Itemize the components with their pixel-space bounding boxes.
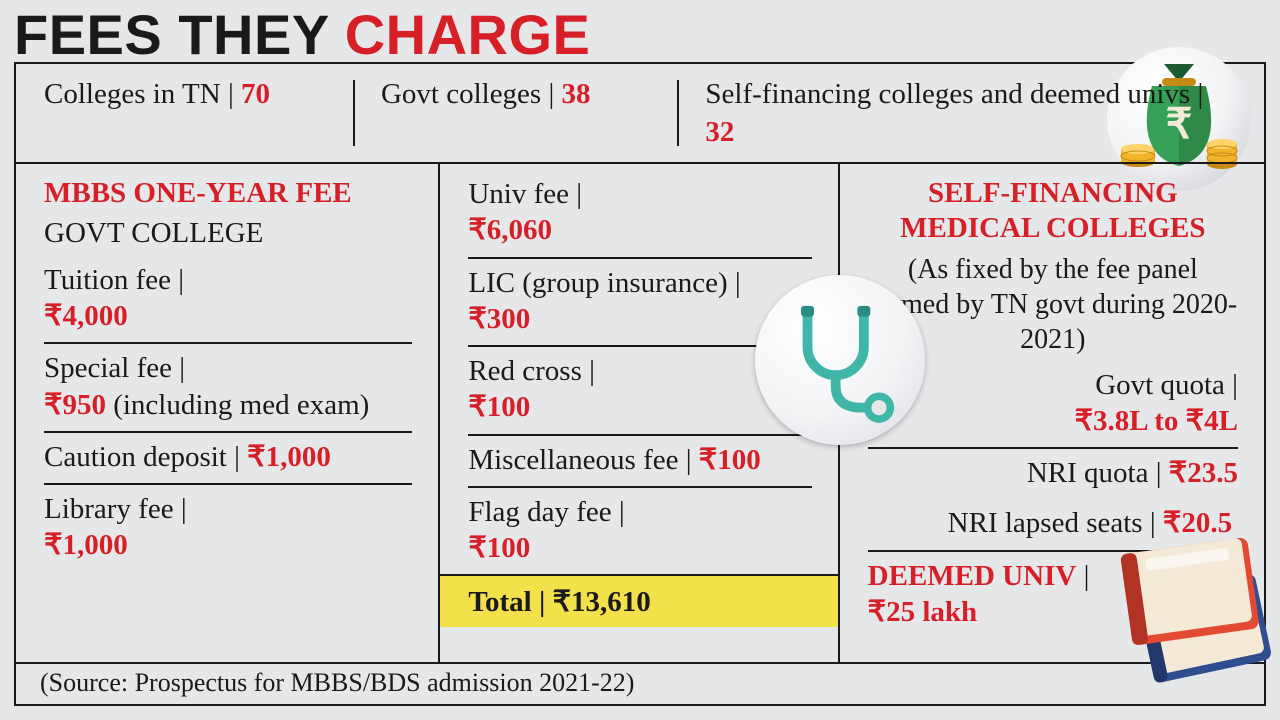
total-value: ₹13,610: [553, 586, 651, 618]
fee-value: ₹6,060: [468, 214, 552, 246]
fee-label: LIC (group insurance): [468, 267, 727, 299]
fee-label: Library fee: [44, 493, 174, 525]
stat-colleges-tn: Colleges in TN | 70: [16, 64, 353, 162]
body-columns: MBBS ONE-YEAR FEE GOVT COLLEGE Tuition f…: [16, 164, 1264, 662]
heading-mbbs-fee: MBBS ONE-YEAR FEE: [44, 176, 412, 211]
fee-value: ₹950: [44, 389, 106, 421]
infographic-box: ₹ Colleges in TN | 70 Govt colleges | 38…: [14, 62, 1266, 706]
fee-row: Miscellaneous fee | ₹100: [468, 434, 811, 486]
col-govt-college: MBBS ONE-YEAR FEE GOVT COLLEGE Tuition f…: [16, 164, 440, 662]
quota-row: Govt quota | ₹3.8L to ₹4L: [868, 367, 1238, 448]
source-line: (Source: Prospectus for MBBS/BDS admissi…: [16, 662, 1264, 704]
fee-label: Univ fee: [468, 178, 569, 210]
quota-value: ₹23.5: [1169, 457, 1238, 489]
fee-label: Red cross: [468, 355, 582, 387]
stat-label: Colleges in TN: [44, 78, 221, 110]
fee-value: ₹4,000: [44, 300, 128, 332]
deemed-value: ₹25 lakh: [868, 596, 978, 628]
fee-value: ₹100: [468, 532, 530, 564]
books-icon: [1084, 518, 1280, 698]
stat-label: Govt colleges: [381, 78, 541, 110]
fee-row: Tuition fee | ₹4,000: [44, 256, 412, 343]
stat-govt-colleges: Govt colleges | 38: [353, 64, 677, 162]
heading-self-financing: SELF-FINANCING MEDICAL COLLEGES: [868, 176, 1238, 246]
fee-value: ₹100: [699, 444, 761, 476]
stat-value: 70: [241, 78, 270, 110]
page-title: FEES THEY CHARGE: [14, 2, 590, 67]
quota-row: NRI quota | ₹23.5: [868, 447, 1238, 499]
deemed-label: DEEMED UNIV: [868, 560, 1077, 592]
quota-label: Govt quota: [1095, 369, 1225, 401]
fee-label: Tuition fee: [44, 264, 171, 296]
title-part-b: CHARGE: [345, 3, 591, 66]
fee-value: ₹300: [468, 303, 530, 335]
fee-row: Library fee | ₹1,000: [44, 483, 412, 572]
title-part-a: FEES THEY: [14, 3, 345, 66]
fee-row: Caution deposit | ₹1,000: [44, 431, 412, 483]
quota-value: ₹3.8L to ₹4L: [1075, 405, 1238, 437]
fee-label: Caution deposit: [44, 441, 227, 473]
stat-value: 38: [562, 78, 591, 110]
fee-row: Special fee | ₹950 (including med exam): [44, 342, 412, 431]
fee-note: (including med exam): [106, 389, 369, 421]
total-label: Total: [468, 586, 531, 618]
stethoscope-icon: [755, 275, 925, 445]
stat-self-financing: Self-financing colleges and deemed univs…: [677, 64, 1264, 162]
fee-value: ₹100: [468, 391, 530, 423]
sub-govt-college: GOVT COLLEGE: [44, 217, 412, 250]
fee-row: Flag day fee | ₹100: [468, 486, 811, 575]
fee-label: Special fee: [44, 352, 172, 384]
stats-row: Colleges in TN | 70 Govt colleges | 38 S…: [16, 64, 1264, 164]
fee-value: ₹1,000: [44, 529, 128, 561]
fee-value: ₹1,000: [247, 441, 331, 473]
fee-row: Univ fee | ₹6,060: [468, 176, 811, 257]
stat-value: 32: [705, 116, 734, 148]
source-text: (Source: Prospectus for MBBS/BDS admissi…: [40, 668, 634, 697]
fee-label: Flag day fee: [468, 496, 611, 528]
fee-label: Miscellaneous fee: [468, 444, 678, 476]
stat-label: Self-financing colleges and deemed univs: [705, 78, 1190, 110]
fee-panel-note: (As fixed by the fee panel formed by TN …: [868, 252, 1238, 357]
quota-label: NRI quota: [1027, 457, 1149, 489]
total-row: Total | ₹13,610: [440, 574, 837, 627]
